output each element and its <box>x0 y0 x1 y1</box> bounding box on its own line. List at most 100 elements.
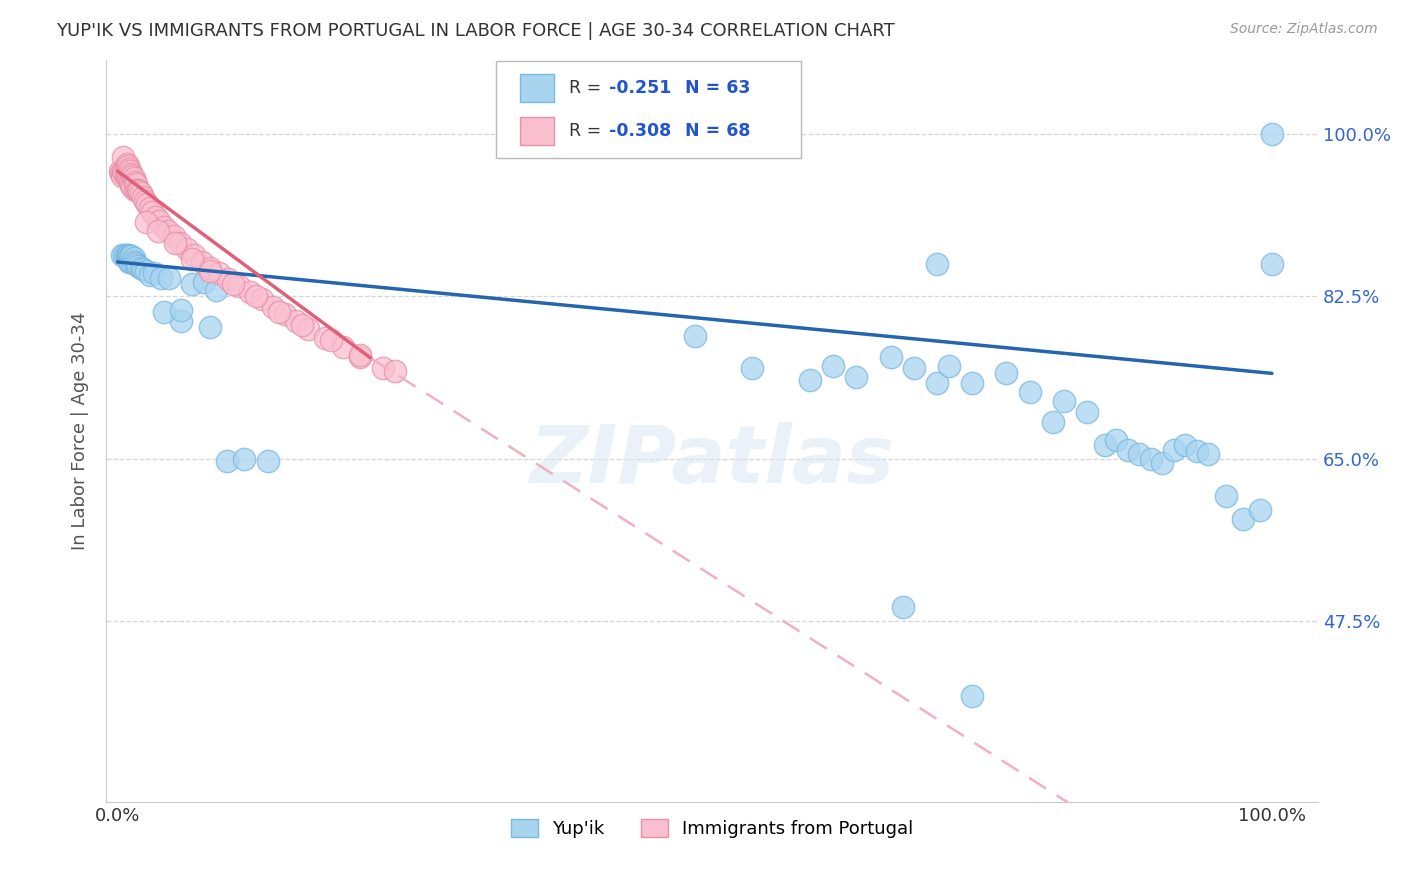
Point <box>1105 434 1128 448</box>
Point <box>181 277 204 292</box>
Text: R =: R = <box>569 78 607 97</box>
Point <box>120 164 142 178</box>
Point <box>169 236 191 251</box>
Text: -0.308: -0.308 <box>609 122 671 140</box>
Point <box>141 204 163 219</box>
Point <box>319 333 342 347</box>
Point <box>117 170 139 185</box>
Point <box>1042 415 1064 429</box>
Point <box>1152 457 1174 471</box>
Point <box>960 376 983 390</box>
Point <box>118 162 141 177</box>
Point <box>120 249 142 263</box>
Point <box>122 252 145 266</box>
Point <box>108 164 131 178</box>
Point <box>117 252 139 267</box>
Point <box>143 266 166 280</box>
Point <box>122 171 145 186</box>
Point <box>222 277 245 292</box>
Point <box>152 305 174 319</box>
Point <box>148 214 170 228</box>
Point <box>125 183 148 197</box>
Point <box>1174 438 1197 452</box>
Point <box>208 266 231 280</box>
Point <box>384 363 406 377</box>
Point <box>1018 384 1040 399</box>
Point <box>183 247 205 261</box>
Point <box>146 224 169 238</box>
Point <box>1053 394 1076 409</box>
Point <box>120 249 142 263</box>
Point <box>124 255 146 269</box>
Point <box>129 186 152 201</box>
Point <box>127 259 149 273</box>
Point <box>120 167 142 181</box>
Point <box>127 183 149 197</box>
Point <box>349 348 371 362</box>
Point <box>927 257 949 271</box>
Point <box>193 276 215 290</box>
Point <box>1094 438 1116 452</box>
Point <box>145 211 167 225</box>
Point <box>135 215 157 229</box>
Point <box>1261 257 1284 271</box>
Point <box>938 359 960 373</box>
Point <box>125 177 148 191</box>
Point <box>115 168 138 182</box>
Point <box>114 249 136 263</box>
Point <box>118 255 141 269</box>
Point <box>112 247 135 261</box>
Point <box>297 322 319 336</box>
Point <box>124 183 146 197</box>
Point <box>111 247 134 261</box>
Point <box>121 255 143 269</box>
Point <box>124 175 146 189</box>
Point <box>903 360 925 375</box>
Point <box>262 300 284 314</box>
Point <box>163 229 186 244</box>
Point <box>152 219 174 234</box>
Point <box>1232 512 1254 526</box>
Point <box>239 285 262 299</box>
Point <box>204 283 226 297</box>
Point <box>117 247 139 261</box>
Point <box>134 194 156 208</box>
Point <box>274 307 297 321</box>
Point <box>120 255 142 269</box>
Point <box>112 150 135 164</box>
Point <box>1116 442 1139 457</box>
Point <box>217 271 239 285</box>
FancyBboxPatch shape <box>520 74 554 102</box>
Point <box>115 247 138 261</box>
Point <box>256 453 278 467</box>
FancyBboxPatch shape <box>520 117 554 145</box>
Point <box>114 169 136 183</box>
Point <box>132 262 155 277</box>
Point <box>170 303 193 318</box>
Point <box>115 156 138 170</box>
Point <box>371 360 394 375</box>
Point <box>132 190 155 204</box>
Point <box>1128 447 1150 461</box>
Point <box>170 314 193 328</box>
Point <box>121 169 143 183</box>
Point <box>823 359 845 373</box>
FancyBboxPatch shape <box>496 61 800 159</box>
Point <box>121 179 143 194</box>
Point <box>157 270 180 285</box>
Point <box>741 360 763 375</box>
Point <box>880 350 903 364</box>
Point <box>125 257 148 271</box>
Point <box>1261 127 1284 141</box>
Point <box>198 260 221 275</box>
Legend: Yup'ik, Immigrants from Portugal: Yup'ik, Immigrants from Portugal <box>503 812 921 846</box>
Point <box>118 173 141 187</box>
Point <box>157 224 180 238</box>
Point <box>118 249 141 263</box>
Text: YUP'IK VS IMMIGRANTS FROM PORTUGAL IN LABOR FORCE | AGE 30-34 CORRELATION CHART: YUP'IK VS IMMIGRANTS FROM PORTUGAL IN LA… <box>56 22 896 40</box>
Point <box>960 689 983 703</box>
Point <box>1198 447 1220 461</box>
Point <box>181 252 204 267</box>
Point <box>135 264 157 278</box>
Point <box>228 279 250 293</box>
